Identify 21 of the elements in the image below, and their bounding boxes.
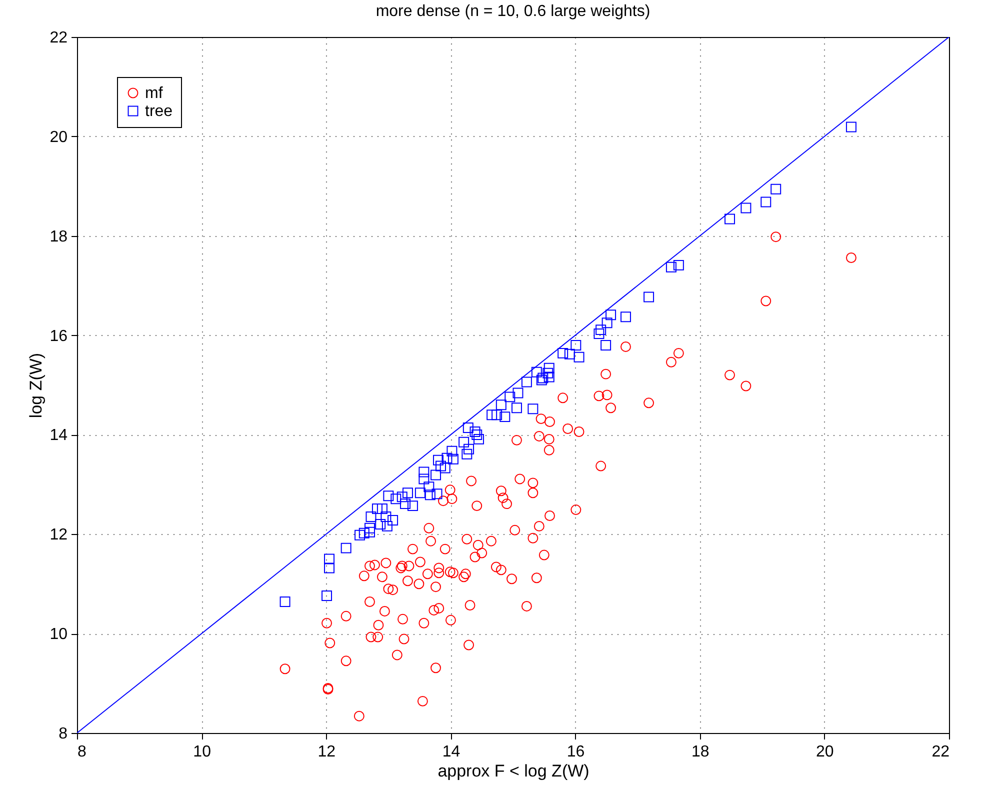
chart-title: more dense (n = 10, 0.6 large weights) [376,3,650,20]
x-tick-label: 12 [318,744,336,760]
legend-label: mf [145,85,164,102]
x-tick-label: 20 [816,744,834,760]
x-tick-label: 14 [442,744,460,760]
x-axis-title: approx F < log Z(W) [438,762,590,780]
y-tick-label: 10 [50,626,68,644]
x-tick-label: 10 [193,744,212,760]
x-tick-label: 22 [932,744,950,760]
legend-label: tree [145,103,173,120]
y-tick-label: 12 [50,526,68,544]
x-tick-label: 8 [78,744,86,760]
y-tick-label: 18 [50,228,68,246]
y-tick-label: 22 [50,30,68,46]
x-tick-label: 18 [691,744,710,760]
y-tick-label: 16 [50,328,68,345]
y-tick-label: 8 [58,726,68,742]
y-tick-label: 20 [50,128,68,146]
y-tick-label: 14 [50,427,68,444]
x-tick-label: 16 [566,744,585,760]
y-axis-title: log Z(W) [26,352,46,418]
